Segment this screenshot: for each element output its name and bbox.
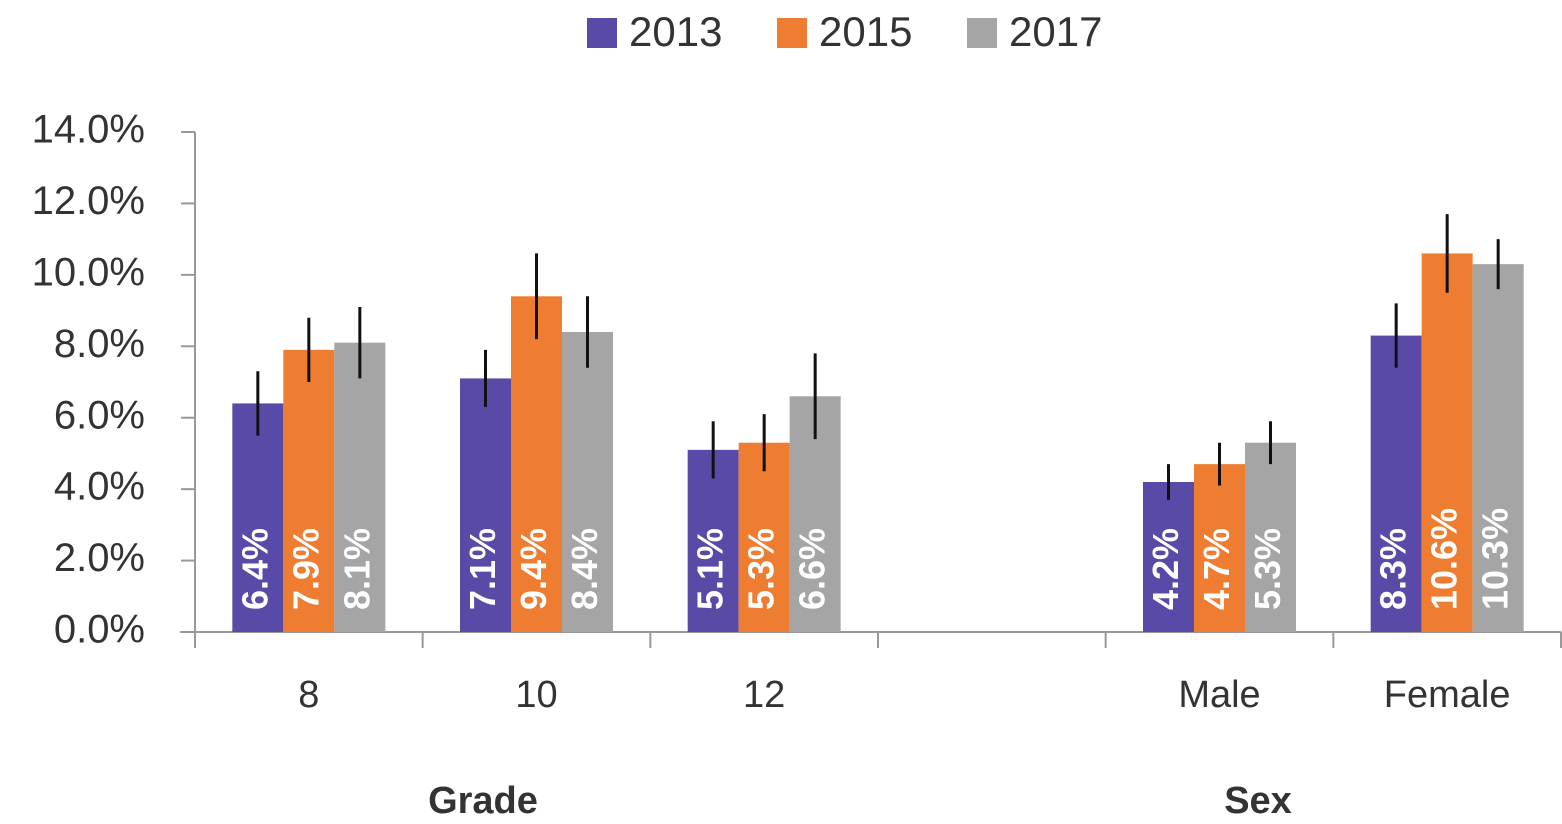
bar <box>334 342 386 632</box>
legend-label: 2017 <box>1009 8 1102 55</box>
y-tick-label: 10.0% <box>32 250 145 294</box>
value-label: 5.1% <box>690 528 731 610</box>
y-tick-label: 12.0% <box>32 179 145 223</box>
value-label: 8.1% <box>336 528 377 610</box>
group-label: Sex <box>1224 780 1292 822</box>
value-label: 7.9% <box>285 528 326 610</box>
x-tick-label: 10 <box>515 674 557 716</box>
bar <box>1245 442 1296 632</box>
value-label: 8.4% <box>564 528 605 610</box>
group-label: Grade <box>428 780 538 822</box>
legend-label: 2013 <box>629 8 722 55</box>
value-label: 4.2% <box>1145 528 1186 610</box>
x-tick-label: Male <box>1178 674 1260 716</box>
bar <box>1421 253 1473 632</box>
bar <box>738 442 790 632</box>
value-label: 10.3% <box>1475 508 1516 610</box>
bar <box>1370 335 1422 632</box>
bar <box>1472 264 1524 632</box>
bar <box>1194 464 1245 632</box>
y-tick-label: 0.0% <box>54 608 145 652</box>
y-tick-label: 4.0% <box>54 465 145 509</box>
bar <box>562 332 613 632</box>
y-tick-label: 14.0% <box>32 108 145 152</box>
value-label: 9.4% <box>513 528 554 610</box>
x-tick-label: 12 <box>743 674 785 716</box>
bar <box>1143 482 1194 632</box>
x-tick-label: Female <box>1384 674 1511 716</box>
value-label: 10.6% <box>1424 508 1465 610</box>
y-tick-label: 6.0% <box>54 393 145 437</box>
legend-swatch <box>777 18 807 48</box>
legend-swatch <box>967 18 997 48</box>
bar <box>283 349 335 632</box>
value-label: 4.7% <box>1196 528 1237 610</box>
legend-label: 2015 <box>819 8 912 55</box>
value-label: 5.3% <box>741 528 782 610</box>
bar <box>687 449 739 632</box>
value-label: 5.3% <box>1247 528 1288 610</box>
y-tick-label: 8.0% <box>54 322 145 366</box>
x-tick-label: 8 <box>298 674 319 716</box>
value-label: 6.4% <box>234 528 275 610</box>
value-label: 7.1% <box>462 528 503 610</box>
value-label: 6.6% <box>792 528 833 610</box>
bar <box>460 378 511 632</box>
legend-swatch <box>587 18 617 48</box>
y-tick-label: 2.0% <box>54 536 145 580</box>
bar <box>511 296 562 632</box>
bar <box>232 403 284 632</box>
value-label: 8.3% <box>1373 528 1414 610</box>
